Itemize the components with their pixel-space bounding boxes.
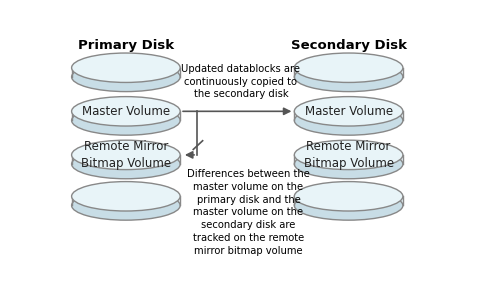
Polygon shape <box>294 155 403 164</box>
Ellipse shape <box>294 62 403 92</box>
Text: Secondary Disk: Secondary Disk <box>291 39 407 52</box>
Ellipse shape <box>294 106 403 135</box>
Ellipse shape <box>71 149 180 179</box>
Ellipse shape <box>71 140 180 170</box>
Ellipse shape <box>294 97 403 126</box>
Text: Updated datablocks are
continuously copied to
the secondary disk: Updated datablocks are continuously copi… <box>182 64 300 99</box>
Ellipse shape <box>71 97 180 126</box>
Ellipse shape <box>71 106 180 135</box>
Ellipse shape <box>294 140 403 170</box>
Text: Remote Mirror
Bitmap Volume: Remote Mirror Bitmap Volume <box>81 140 171 170</box>
Text: Remote Mirror
Bitmap Volume: Remote Mirror Bitmap Volume <box>303 140 394 170</box>
Ellipse shape <box>71 182 180 211</box>
Polygon shape <box>71 155 180 164</box>
Ellipse shape <box>71 62 180 92</box>
Polygon shape <box>294 68 403 77</box>
Text: Master Volume: Master Volume <box>82 105 170 118</box>
Text: Primary Disk: Primary Disk <box>78 39 174 52</box>
Polygon shape <box>294 111 403 121</box>
Ellipse shape <box>294 191 403 220</box>
Polygon shape <box>294 196 403 205</box>
Ellipse shape <box>71 191 180 220</box>
Text: Differences between the
master volume on the
primary disk and the
master volume : Differences between the master volume on… <box>187 169 310 256</box>
Ellipse shape <box>294 53 403 82</box>
Polygon shape <box>71 111 180 121</box>
Polygon shape <box>71 68 180 77</box>
Ellipse shape <box>294 182 403 211</box>
Ellipse shape <box>71 53 180 82</box>
Polygon shape <box>71 196 180 205</box>
Ellipse shape <box>294 149 403 179</box>
Text: Master Volume: Master Volume <box>305 105 393 118</box>
